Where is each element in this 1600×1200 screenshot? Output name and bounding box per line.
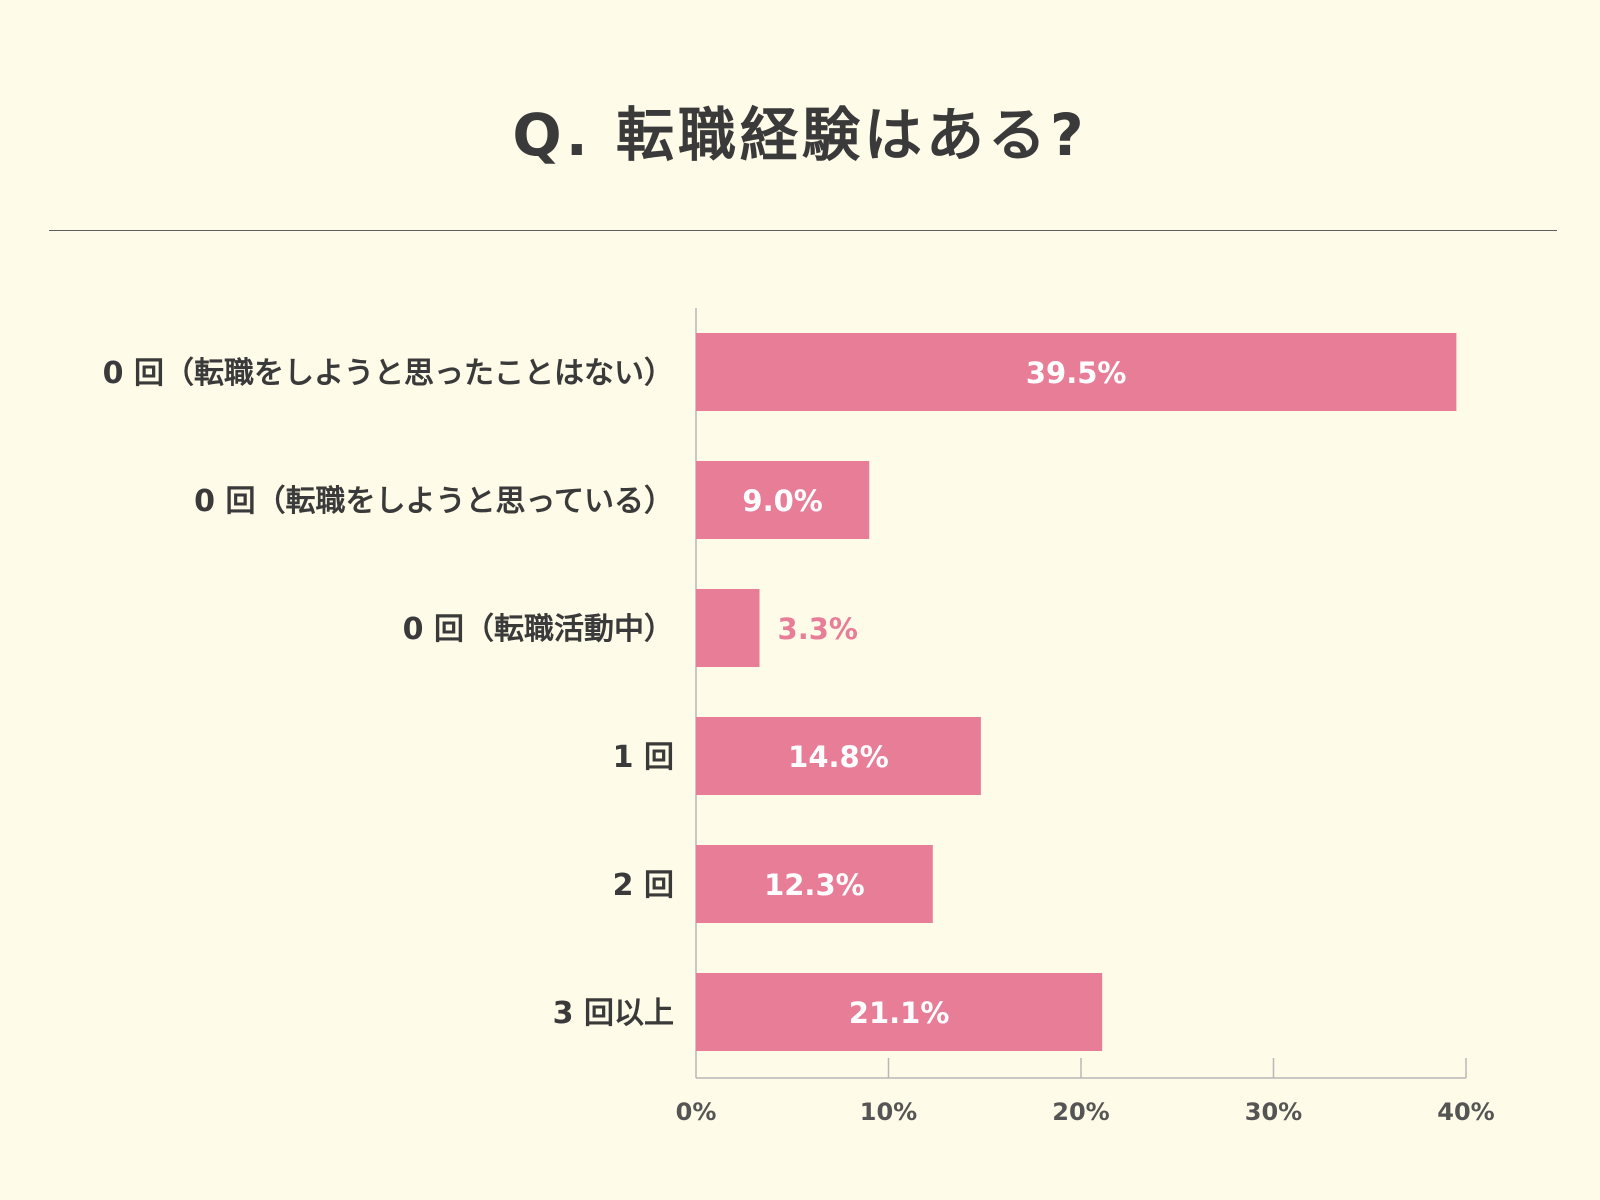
category-label-0: 0 回（転職をしようと思ったことはない） — [103, 356, 674, 391]
x-tick-label-3: 30% — [1245, 1098, 1302, 1126]
x-tick-label-4: 40% — [1437, 1098, 1494, 1126]
value-label-5: 21.1% — [849, 996, 950, 1030]
x-tick-label-1: 10% — [860, 1098, 917, 1126]
category-label-3: 1 回 — [613, 740, 674, 775]
value-label-4: 12.3% — [764, 868, 865, 902]
bar-1 — [696, 461, 870, 539]
value-label-3: 14.8% — [788, 740, 889, 774]
title-divider — [49, 230, 1557, 231]
x-tick-label-0: 0% — [676, 1098, 717, 1126]
bar-2 — [696, 589, 760, 667]
x-tick-label-2: 20% — [1052, 1098, 1109, 1126]
bar-3 — [696, 717, 981, 795]
bar-0 — [696, 333, 1457, 411]
value-label-2: 3.3% — [778, 612, 858, 646]
category-label-4: 2 回 — [613, 868, 674, 903]
bar-5 — [696, 973, 1103, 1051]
category-label-2: 0 回（転職活動中） — [403, 612, 674, 647]
chart-title: Q. 転職経験はある? — [512, 101, 1088, 169]
value-label-0: 39.5% — [1026, 356, 1127, 390]
value-label-1: 9.0% — [742, 484, 822, 518]
bar-4 — [696, 845, 933, 923]
category-label-1: 0 回（転職をしようと思っている） — [194, 484, 674, 519]
category-label-5: 3 回以上 — [553, 996, 674, 1031]
